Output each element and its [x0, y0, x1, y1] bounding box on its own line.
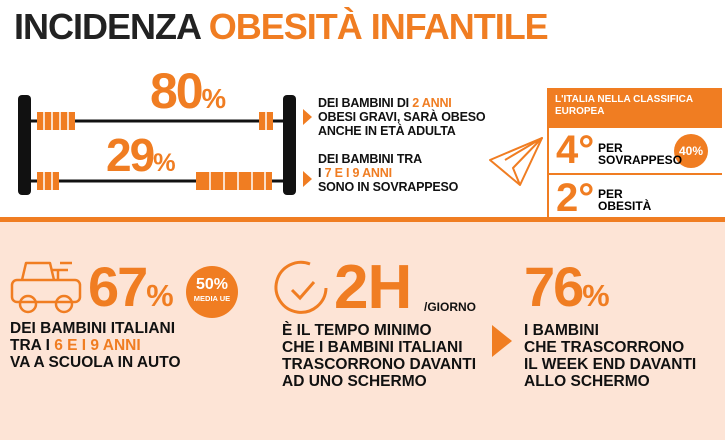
highlight: 2 ANNI: [412, 96, 452, 110]
highlight: OBESITÀ INFANTILE: [208, 6, 549, 47]
text: INCIDENZA: [14, 6, 201, 47]
text: ANCHE IN ETÀ ADULTA: [318, 124, 456, 138]
text: DEI BAMBINI ITALIANI: [10, 320, 176, 337]
text-line: CHE I BAMBINI ITALIANI: [282, 339, 476, 356]
text-line: ANCHE IN ETÀ ADULTA: [318, 124, 485, 138]
stat-number: 29: [106, 129, 155, 181]
text-line: TRASCORRONO DAVANTI: [282, 356, 476, 373]
text-line: I 7 E I 9 ANNI: [318, 166, 458, 180]
stat-text: DEI BAMBINI DI 2 ANNI OBESI GRAVI, SARÀ O…: [318, 96, 486, 138]
highlight: 6 E I 9 ANNI: [54, 337, 141, 354]
text: DEI BAMBINI TRA: [318, 152, 422, 166]
stat-number: 2H: [334, 253, 412, 322]
text: SONO IN SOVRAPPESO: [318, 180, 459, 194]
text: TRA I: [10, 337, 50, 354]
text: CHE TRASCORRONO: [524, 339, 685, 356]
text: È IL TEMPO MINIMO: [282, 322, 432, 339]
text: ALLO SCHERMO: [524, 373, 650, 390]
stat-number: 80: [150, 63, 204, 119]
rank-label: SOVRAPPESO: [598, 153, 683, 167]
text: I BAMBINI: [524, 322, 599, 339]
stat-text: DEI BAMBINI ITALIANI TRA I 6 E I 9 ANNI VA…: [10, 320, 181, 371]
rank: 2°: [556, 176, 595, 220]
badge-value: 50%: [195, 276, 229, 293]
ranking-header: L'ITALIA NELLA CLASSIFICA: [555, 94, 694, 105]
text: CHE I BAMBINI ITALIANI: [282, 339, 463, 356]
text: IL WEEK END DAVANTI: [524, 356, 697, 373]
text-line: TRA I 6 E I 9 ANNI: [10, 337, 181, 354]
stat-text: DEI BAMBINI TRA I 7 E I 9 ANNI SONO IN SOV…: [318, 152, 458, 194]
rank-label: OBESITÀ: [598, 199, 652, 213]
text-line: AD UNO SCHERMO: [282, 373, 476, 390]
rank-label: PER: [598, 187, 623, 201]
text-line: IL WEEK END DAVANTI: [524, 356, 696, 373]
text-line: È IL TEMPO MINIMO: [282, 322, 476, 339]
text: I: [318, 166, 322, 180]
text-line: ALLO SCHERMO: [524, 373, 696, 390]
text-line: SONO IN SOVRAPPESO: [318, 180, 458, 194]
bottom-panel: [0, 222, 725, 440]
rank: 4°: [556, 128, 595, 172]
text: DEI BAMBINI DI: [318, 96, 409, 110]
highlight: 7 E I 9 ANNI: [324, 166, 392, 180]
text-line: VA A SCUOLA IN AUTO: [10, 354, 181, 371]
stat-unit: %: [582, 278, 610, 313]
stat-unit: %: [201, 83, 227, 114]
divider: [0, 217, 725, 222]
rank-badge: 40%: [678, 144, 704, 158]
text: TRASCORRONO DAVANTI: [282, 356, 477, 373]
text-line: DEI BAMBINI DI 2 ANNI: [318, 96, 485, 110]
stat-unit: %: [146, 278, 174, 313]
stat-number: 76: [524, 255, 584, 318]
text: AD UNO SCHERMO: [282, 373, 427, 390]
text: VA A SCUOLA IN AUTO: [10, 354, 181, 371]
text-line: DEI BAMBINI ITALIANI: [10, 320, 181, 337]
title: INCIDENZA OBESITÀ INFANTILE: [14, 6, 549, 48]
text: OBESI GRAVI, SARÀ OBESO: [318, 110, 486, 124]
stat-unit: /GIORNO: [424, 300, 477, 314]
stat-unit: %: [153, 149, 176, 177]
stat-number: 67: [88, 255, 148, 318]
stat-text: I BAMBINI CHE TRASCORRONO IL WEEK END DAVA…: [524, 322, 696, 390]
text-line: OBESI GRAVI, SARÀ OBESO: [318, 110, 486, 124]
stat-text: È IL TEMPO MINIMO CHE I BAMBINI ITALIANI T…: [282, 322, 476, 390]
text-line: DEI BAMBINI TRA: [318, 152, 458, 166]
text-line: CHE TRASCORRONO: [524, 339, 696, 356]
rank-label: PER: [598, 141, 623, 155]
text-line: I BAMBINI: [524, 322, 696, 339]
badge-label: MEDIA UE: [193, 294, 231, 303]
ranking-header: EUROPEA: [555, 106, 605, 117]
